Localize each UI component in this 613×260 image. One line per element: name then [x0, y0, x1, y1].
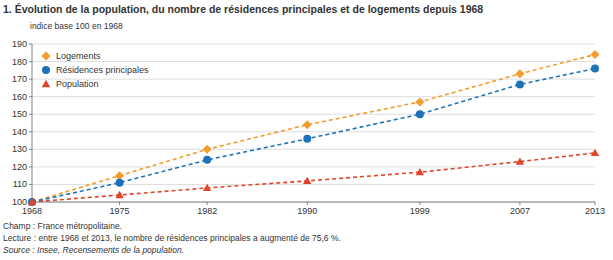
y-tick — [29, 149, 32, 150]
y-tick — [29, 61, 32, 62]
x-tick — [307, 202, 308, 205]
legend-marker — [42, 66, 50, 74]
y-tick-label: 130 — [12, 144, 27, 154]
series-marker — [303, 120, 312, 129]
series-marker — [28, 198, 36, 205]
x-tick-label: 2007 — [510, 206, 530, 216]
series-marker — [115, 191, 123, 198]
grid-line — [32, 166, 595, 167]
series-marker — [303, 135, 311, 143]
x-tick-label: 1982 — [197, 206, 217, 216]
subtitle: indice base 100 en 1968 — [30, 21, 123, 31]
series-marker — [303, 177, 311, 184]
legend: Logements Résidences principales Populatio… — [42, 51, 150, 89]
series-marker — [416, 110, 424, 118]
series-marker — [516, 80, 524, 88]
legend-label: Logements — [56, 51, 101, 61]
grid-line — [32, 96, 595, 97]
chart-container: 1. Évolution de la population, du nombre… — [0, 0, 613, 260]
x-tick-label: 1999 — [410, 206, 430, 216]
y-tick-label: 180 — [12, 57, 27, 67]
x-tick-label: 2013 — [585, 206, 605, 216]
y-tick — [29, 79, 32, 80]
x-tick — [595, 202, 596, 205]
series-marker — [203, 184, 211, 191]
legend-marker — [42, 52, 51, 61]
legend-label: Population — [56, 79, 99, 89]
y-axis — [32, 44, 33, 202]
x-tick — [119, 202, 120, 205]
x-axis — [32, 202, 595, 203]
y-tick-label: 190 — [12, 39, 27, 49]
grid-line — [32, 44, 595, 45]
y-tick — [29, 131, 32, 132]
series-marker — [591, 50, 600, 59]
x-tick-label: 1990 — [297, 206, 317, 216]
legend-marker — [42, 80, 50, 87]
y-tick-label: 120 — [12, 162, 27, 172]
series-marker — [116, 179, 124, 187]
grid-line — [32, 61, 595, 62]
y-tick — [29, 184, 32, 185]
x-tick — [419, 202, 420, 205]
y-tick-label: 140 — [12, 127, 27, 137]
x-tick-label: 1968 — [22, 206, 42, 216]
y-tick-label: 170 — [12, 74, 27, 84]
x-tick — [207, 202, 208, 205]
grid-line — [32, 79, 595, 80]
title: 1. Évolution de la population, du nombre… — [3, 3, 483, 15]
series-marker — [591, 149, 599, 156]
series-line — [32, 153, 595, 202]
y-tick — [29, 114, 32, 115]
series-marker — [516, 157, 524, 164]
series-marker — [203, 145, 212, 154]
series-line — [32, 55, 595, 202]
plot-area — [28, 50, 600, 206]
series-line — [32, 69, 595, 202]
grid-line — [32, 131, 595, 132]
chart-svg: 1. Évolution de la population, du nombre… — [0, 0, 613, 260]
grid-line — [32, 149, 595, 150]
footnote: Lecture : entre 1968 et 2013, le nombre … — [3, 233, 341, 243]
series-marker — [415, 97, 424, 106]
x-tick — [519, 202, 520, 205]
y-tick — [29, 44, 32, 45]
footnote: Champ : France métropolitaine. — [3, 221, 122, 231]
series-marker — [591, 65, 599, 73]
x-tick-label: 1975 — [110, 206, 130, 216]
footnote: Source : Insee, Recensements de la popul… — [3, 245, 184, 255]
series-marker — [203, 156, 211, 164]
y-tick — [29, 166, 32, 167]
series-marker — [515, 69, 524, 78]
series-marker — [416, 168, 424, 175]
grid-line — [32, 114, 595, 115]
y-tick-label: 150 — [12, 109, 27, 119]
grid-line — [32, 202, 595, 203]
y-tick — [29, 96, 32, 97]
legend-label: Résidences principales — [56, 65, 149, 75]
y-tick-label: 110 — [13, 179, 27, 189]
y-tick-label: 160 — [12, 92, 27, 102]
